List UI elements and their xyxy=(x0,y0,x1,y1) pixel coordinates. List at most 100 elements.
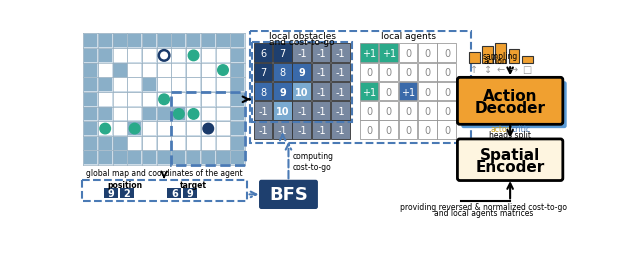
Text: 9: 9 xyxy=(186,188,193,198)
Text: global map and coordinates of the agent: global map and coordinates of the agent xyxy=(86,168,243,177)
Bar xyxy=(216,79,230,92)
Text: -1: -1 xyxy=(297,49,307,59)
Text: -1: -1 xyxy=(317,68,326,78)
Bar xyxy=(202,79,215,92)
Bar xyxy=(113,93,127,106)
FancyBboxPatch shape xyxy=(458,139,563,181)
Circle shape xyxy=(188,51,199,61)
Bar xyxy=(157,64,171,77)
Bar xyxy=(312,64,330,82)
Bar xyxy=(231,35,244,48)
Bar xyxy=(172,93,245,165)
Circle shape xyxy=(100,124,111,134)
Bar xyxy=(292,64,311,82)
Bar xyxy=(172,35,186,48)
Circle shape xyxy=(129,124,140,134)
Bar xyxy=(99,152,112,165)
Bar xyxy=(231,152,244,165)
Bar xyxy=(331,44,349,63)
Bar xyxy=(202,152,215,165)
Text: local agents: local agents xyxy=(381,32,436,41)
Bar xyxy=(143,152,156,165)
Bar xyxy=(418,83,436,101)
Bar xyxy=(418,64,436,82)
Bar xyxy=(84,137,97,150)
Text: 2: 2 xyxy=(124,188,130,198)
Bar xyxy=(113,50,127,63)
Bar xyxy=(292,121,311,139)
Bar xyxy=(379,83,397,101)
Bar xyxy=(202,93,215,106)
Bar xyxy=(81,180,246,201)
Bar xyxy=(253,121,272,139)
Bar xyxy=(482,47,493,64)
Bar xyxy=(187,64,200,77)
Bar xyxy=(331,121,349,139)
Bar xyxy=(84,79,97,92)
Text: 8: 8 xyxy=(260,87,266,97)
Text: -1: -1 xyxy=(259,106,268,116)
Bar xyxy=(128,79,141,92)
Bar xyxy=(379,44,397,63)
Bar xyxy=(202,50,215,63)
Text: 0: 0 xyxy=(444,68,450,78)
Text: action: action xyxy=(483,57,507,66)
Bar xyxy=(172,50,186,63)
Bar xyxy=(252,43,352,122)
Bar xyxy=(157,137,171,150)
Text: Decoder: Decoder xyxy=(475,101,546,116)
Bar xyxy=(273,83,292,101)
Text: -1: -1 xyxy=(336,87,346,97)
Bar xyxy=(128,93,141,106)
Bar xyxy=(312,102,330,120)
Bar xyxy=(143,137,156,150)
Bar xyxy=(273,44,292,63)
Bar xyxy=(113,122,127,136)
Bar xyxy=(273,121,292,139)
Bar xyxy=(360,44,378,63)
Bar xyxy=(360,102,378,120)
Bar xyxy=(273,102,292,120)
Bar xyxy=(157,50,171,63)
Bar xyxy=(202,35,215,48)
Text: -1: -1 xyxy=(317,106,326,116)
Text: 0: 0 xyxy=(405,68,412,78)
Text: 0: 0 xyxy=(367,68,372,78)
Bar xyxy=(157,108,171,121)
Bar xyxy=(183,188,196,198)
Bar xyxy=(418,121,436,139)
Bar xyxy=(331,64,349,82)
Text: -1: -1 xyxy=(259,125,268,136)
Bar xyxy=(143,93,156,106)
Bar xyxy=(113,64,127,77)
Bar xyxy=(399,121,417,139)
Bar xyxy=(172,122,186,136)
Bar xyxy=(216,64,230,77)
Bar xyxy=(143,50,156,63)
Text: □: □ xyxy=(522,65,532,75)
Text: +1: +1 xyxy=(362,49,376,59)
Bar xyxy=(187,79,200,92)
Bar xyxy=(187,50,200,63)
Text: -1: -1 xyxy=(297,106,307,116)
Bar xyxy=(99,122,112,136)
Bar xyxy=(216,93,230,106)
Bar xyxy=(231,108,244,121)
Text: BFS: BFS xyxy=(269,186,308,203)
Bar xyxy=(437,83,456,101)
Bar xyxy=(99,93,112,106)
Text: 6: 6 xyxy=(260,49,266,59)
Bar xyxy=(143,122,156,136)
Bar xyxy=(379,102,397,120)
Bar xyxy=(231,50,244,63)
Text: -1: -1 xyxy=(317,87,326,97)
Bar xyxy=(202,64,215,77)
Text: 6: 6 xyxy=(171,188,178,198)
Bar xyxy=(128,35,141,48)
Text: heads split: heads split xyxy=(489,131,531,140)
Text: 10: 10 xyxy=(295,87,308,97)
Bar xyxy=(157,79,171,92)
Bar xyxy=(312,83,330,101)
Text: +1: +1 xyxy=(362,87,376,97)
Bar xyxy=(399,83,417,101)
